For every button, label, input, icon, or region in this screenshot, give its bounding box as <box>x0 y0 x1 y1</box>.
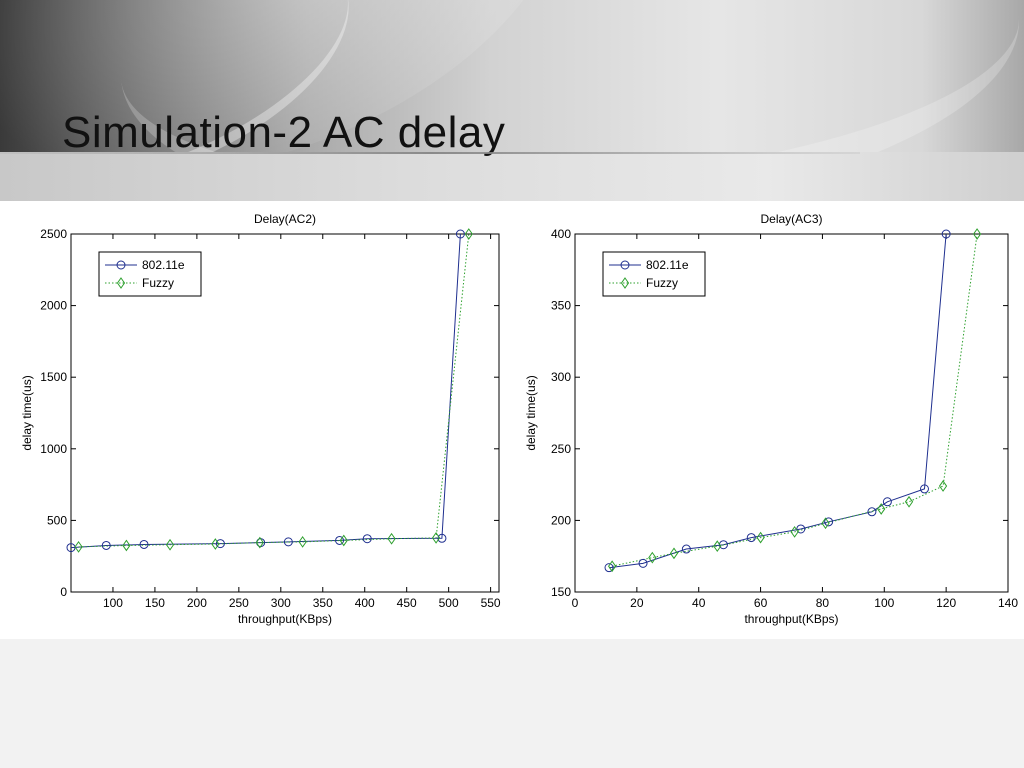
legend-label: Fuzzy <box>142 276 174 290</box>
data-point-80211e <box>604 563 614 573</box>
x-tick-label: 300 <box>271 596 291 610</box>
x-tick-label: 200 <box>187 596 207 610</box>
x-tick-label: 80 <box>816 596 830 610</box>
legend-marker-diamond <box>116 277 126 289</box>
plot-series-group <box>71 234 470 549</box>
data-point-fuzzy <box>255 536 264 549</box>
data-point-fuzzy <box>938 480 948 492</box>
data-point-fuzzy <box>821 517 830 530</box>
legend-marker-diamond <box>620 277 630 289</box>
x-tick-label: 500 <box>439 596 459 610</box>
legend-box <box>98 251 202 297</box>
data-point-80211e <box>941 229 951 239</box>
plot-series-group <box>608 234 978 569</box>
data-point-80211e <box>437 533 447 543</box>
legend-box <box>602 251 706 297</box>
x-tick-label: 150 <box>145 596 165 610</box>
y-tick-label: 300 <box>551 370 571 384</box>
chart-title: Delay(AC3) <box>760 212 822 226</box>
data-point-80211e <box>283 537 293 547</box>
x-tick-label: 0 <box>572 596 579 610</box>
y-tick-label: 150 <box>551 585 571 599</box>
header-band <box>0 152 1024 201</box>
y-tick-label: 250 <box>551 442 571 456</box>
x-tick-label: 20 <box>630 596 644 610</box>
data-point-80211e <box>215 539 225 549</box>
data-point-80211e <box>139 539 149 549</box>
data-point-80211e <box>681 544 691 554</box>
y-tick-label: 2500 <box>40 227 67 241</box>
data-point-80211e <box>335 535 345 545</box>
data-point-fuzzy <box>790 525 799 538</box>
data-point-80211e <box>867 507 877 517</box>
x-tick-label: 400 <box>355 596 375 610</box>
series-line-80211e <box>608 234 947 569</box>
y-tick-label: 400 <box>551 227 571 241</box>
data-point-fuzzy <box>339 534 348 547</box>
data-point-80211e <box>919 484 929 494</box>
title-underline <box>0 152 860 154</box>
x-tick-label: 550 <box>481 596 501 610</box>
data-point-fuzzy <box>608 560 617 573</box>
x-tick-label: 100 <box>874 596 894 610</box>
x-tick-label: 450 <box>397 596 417 610</box>
y-tick-label: 1000 <box>40 442 67 456</box>
data-point-fuzzy <box>877 503 886 515</box>
figure-area: Delay(AC2) 100 150 200 250 300 350 400 450 500 550… <box>0 201 1024 639</box>
y-tick-label: 2000 <box>40 299 67 313</box>
x-tick-label: 140 <box>998 596 1018 610</box>
legend-marker-circle <box>620 260 630 270</box>
data-point-fuzzy <box>648 551 657 564</box>
x-axis-label: throughput(KBps) <box>238 612 332 626</box>
data-point-80211e <box>796 524 806 534</box>
y-axis-label: delay time(us) <box>524 375 538 450</box>
data-point-fuzzy <box>211 538 220 550</box>
y-tick-label: 1500 <box>40 370 67 384</box>
data-point-fuzzy <box>669 547 679 560</box>
slide-title: Simulation-2 AC delay <box>62 108 506 157</box>
data-point-fuzzy <box>972 228 982 240</box>
chart-ac3: Delay(AC3) 0 20 40 60 80 100 120 140 150 200 250 300… <box>524 212 1018 626</box>
y-tick-label: 350 <box>551 299 571 313</box>
legend-label: Fuzzy <box>646 276 678 290</box>
data-point-fuzzy <box>387 532 396 545</box>
x-axis-label: throughput(KBps) <box>744 612 838 626</box>
data-point-80211e <box>882 497 892 507</box>
data-point-80211e <box>455 229 465 239</box>
chart-ac2: Delay(AC2) 100 150 200 250 300 350 400 450 500 550… <box>20 212 501 626</box>
x-tick-label: 60 <box>754 596 768 610</box>
x-tick-label: 250 <box>229 596 249 610</box>
slide-header <box>0 0 1024 201</box>
y-axis-label: delay time(us) <box>20 375 34 450</box>
y-tick-label: 200 <box>551 513 571 527</box>
legend-label: 802.11e <box>646 258 689 272</box>
x-tick-label: 40 <box>692 596 706 610</box>
data-point-80211e <box>638 558 648 568</box>
chart-title: Delay(AC2) <box>254 212 316 226</box>
data-point-80211e <box>362 534 372 544</box>
data-point-fuzzy <box>431 531 441 544</box>
data-point-fuzzy <box>756 531 765 544</box>
legend-marker-circle <box>116 260 126 270</box>
data-point-fuzzy <box>165 538 175 551</box>
data-point-fuzzy <box>713 540 722 553</box>
y-tick-label: 500 <box>47 513 67 527</box>
x-tick-label: 100 <box>103 596 123 610</box>
legend-label: 802.11e <box>142 258 185 272</box>
data-point-fuzzy <box>122 539 131 552</box>
data-point-fuzzy <box>74 541 83 553</box>
data-point-fuzzy <box>904 495 914 508</box>
data-point-80211e <box>824 517 834 527</box>
x-tick-label: 350 <box>313 596 333 610</box>
data-point-80211e <box>101 540 111 550</box>
data-point-fuzzy <box>298 536 307 548</box>
data-point-fuzzy <box>464 228 473 240</box>
x-tick-label: 120 <box>936 596 956 610</box>
series-line-fuzzy <box>611 234 978 567</box>
y-tick-label: 0 <box>60 585 67 599</box>
data-point-80211e <box>746 533 756 543</box>
